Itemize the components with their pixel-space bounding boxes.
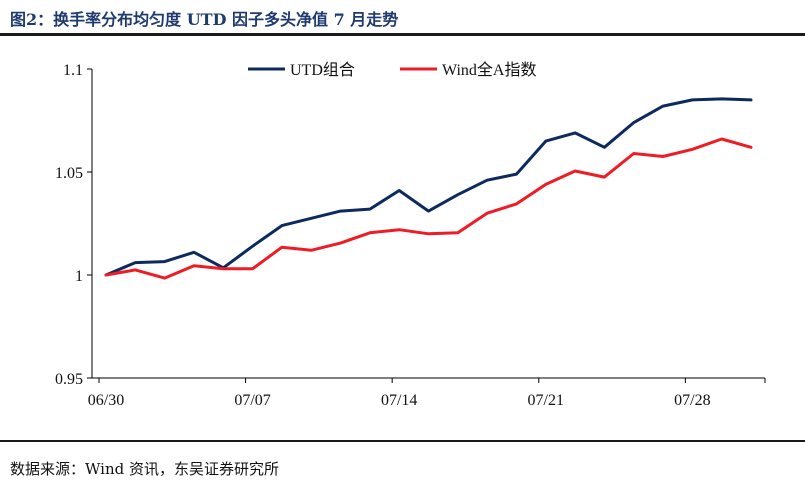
chart-axes: 0.95 1 1.05 1.1 06/30 07/07 07/14 07/21 07/28 [55,62,766,409]
y-tick-label: 0.95 [55,371,83,388]
chart-series [104,97,753,280]
y-tick-label: 1.1 [63,62,83,79]
line-chart: 0.95 1 1.05 1.1 06/30 07/07 07/14 07/21 07/28 UT… [55,61,766,409]
x-tick-label: 07/14 [381,392,417,409]
legend-label-0: UTD组合 [290,61,355,79]
y-tick-label: 1 [75,268,83,285]
x-tick-label: 07/07 [234,392,270,409]
source-note: 数据来源：Wind 资讯，东吴证券研究所 [10,460,279,478]
x-tick-label: 07/28 [674,392,710,409]
figure-title: 图2：换手率分布均匀度 UTD 因子多头净值 7 月走势 [10,10,399,29]
legend-label-1: Wind全A指数 [442,61,536,79]
top-rule [0,33,805,36]
y-tick-label: 1.05 [55,165,83,182]
x-tick-label: 07/21 [528,392,564,409]
x-tick-label: 06/30 [88,392,124,409]
bottom-rule [0,440,805,442]
series-line-wind-all-a [104,137,753,280]
series-line-utd [104,97,753,277]
chart-legend: UTD组合 Wind全A指数 [248,61,536,79]
